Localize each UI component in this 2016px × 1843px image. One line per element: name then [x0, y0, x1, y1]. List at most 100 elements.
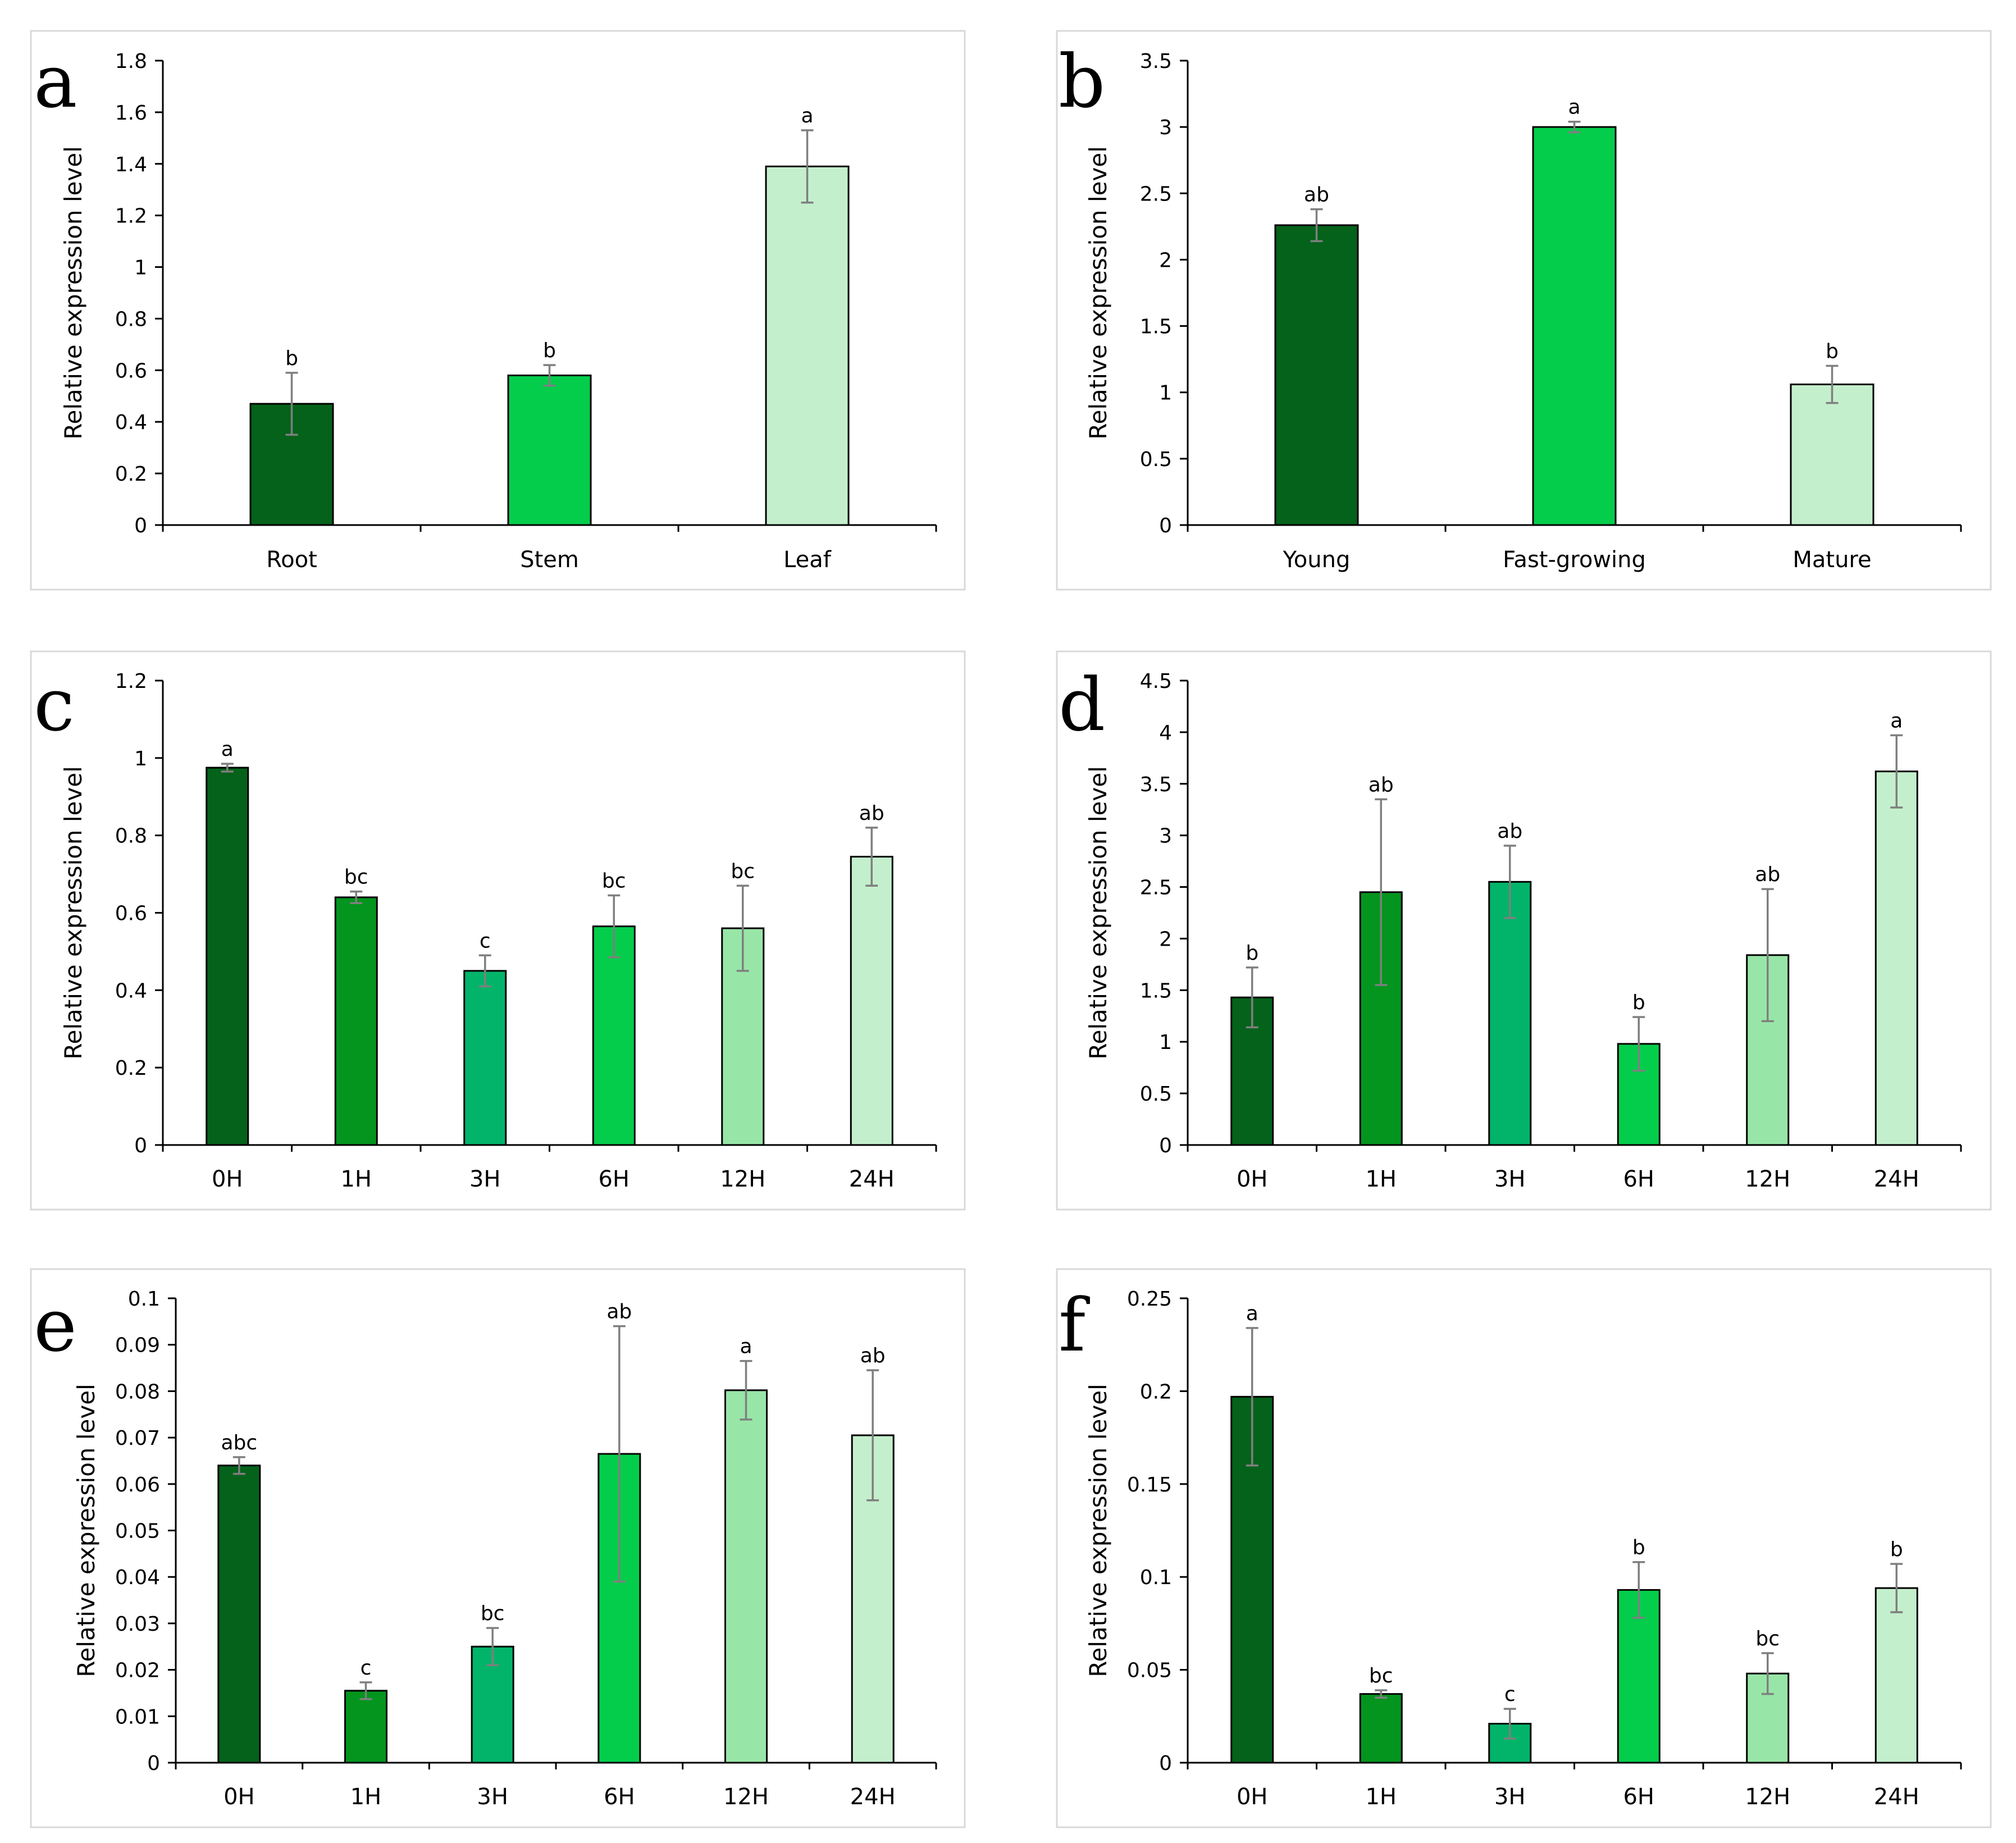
significance-label: bc [731, 860, 755, 883]
significance-label: a [1246, 1302, 1258, 1325]
y-tick-label: 0.06 [115, 1474, 160, 1497]
y-tick-label: 3.5 [1140, 50, 1172, 73]
bar-3h [463, 970, 507, 1146]
error-bar [1375, 1689, 1388, 1699]
bar-12h [1746, 1672, 1790, 1764]
x-category-label: 6H [1623, 1166, 1654, 1192]
y-tick-label: 1.2 [115, 205, 147, 228]
error-bar [608, 894, 621, 959]
significance-label: c [480, 929, 491, 952]
significance-label: ab [1304, 184, 1329, 207]
significance-label: a [740, 1335, 752, 1358]
error-bar [866, 1369, 879, 1502]
x-category-label: 3H [1494, 1166, 1526, 1192]
panel-letter: a [34, 39, 77, 124]
significance-label: ab [859, 802, 884, 825]
y-tick-label: 0.2 [1140, 1380, 1172, 1403]
significance-label: b [285, 347, 298, 370]
error-bar [1375, 798, 1388, 986]
bar-0h [206, 767, 249, 1146]
y-tick-label: 0 [1159, 1134, 1172, 1157]
x-category-label: 12H [723, 1784, 769, 1810]
chart-panel-b: b 0 0.5 1 1.5 2 2.5 3 3.5 Relative expression lev… [1056, 30, 1992, 591]
panel-letter: f [1059, 1283, 1090, 1368]
y-axis-label: Relative expression level [60, 146, 87, 440]
significance-label: ab [606, 1301, 632, 1324]
x-category-label: 24H [849, 1166, 895, 1192]
x-category-label: Stem [520, 547, 579, 573]
y-tick-label: 1.4 [115, 153, 147, 176]
significance-label: ab [1369, 773, 1394, 796]
bar-24h [1874, 770, 1918, 1146]
y-tick-label: 0.02 [115, 1659, 160, 1682]
y-tick-label: 0 [1159, 514, 1172, 537]
significance-label: b [1632, 991, 1645, 1014]
x-category-label: 1H [1365, 1166, 1397, 1192]
error-bar [865, 827, 878, 887]
y-tick-label: 0.8 [115, 308, 147, 331]
x-category-label: 3H [469, 1166, 501, 1192]
y-tick-label: 0 [1159, 1752, 1172, 1775]
x-category-label: 0H [1237, 1784, 1268, 1810]
y-tick-label: 0 [147, 1752, 160, 1775]
y-tick-label: 3 [1159, 116, 1172, 139]
x-category-label: Mature [1792, 547, 1871, 573]
bar-1h [344, 1690, 387, 1764]
x-category-label: 1H [350, 1784, 382, 1810]
y-tick-label: 0.4 [115, 411, 147, 434]
bar-3h [1488, 881, 1532, 1146]
y-tick-label: 0.4 [115, 979, 147, 1002]
significance-label: ab [1497, 820, 1522, 843]
chart-panel-a: a 0 0.2 0.4 0.6 0.8 1 1.2 1.4 1.6 1.8 Relative expr… [30, 30, 966, 591]
error-bar [1246, 1327, 1258, 1467]
significance-label: ab [1755, 863, 1780, 886]
x-category-label: 3H [477, 1784, 508, 1810]
y-tick-label: 3.5 [1140, 773, 1172, 796]
y-tick-label: 0.04 [115, 1566, 160, 1589]
x-category-label: 6H [598, 1166, 630, 1192]
error-bar [1246, 966, 1258, 1029]
y-tick-label: 0.25 [1127, 1288, 1172, 1311]
error-bar [1826, 364, 1839, 404]
x-category-label: 0H [1237, 1166, 1268, 1192]
panel-letter: c [34, 662, 75, 747]
error-bar [285, 372, 298, 436]
x-category-label: 24H [1874, 1784, 1919, 1810]
significance-label: a [1890, 709, 1903, 732]
y-tick-label: 2.5 [1140, 877, 1172, 900]
y-tick-label: 0.08 [115, 1380, 160, 1403]
y-axis-label: Relative expression level [1084, 146, 1112, 440]
y-tick-label: 0 [134, 514, 147, 537]
error-bar [736, 884, 749, 972]
y-tick-label: 0.6 [115, 902, 147, 925]
x-category-label: 1H [340, 1166, 372, 1192]
y-axis-label: Relative expression level [1084, 766, 1112, 1060]
significance-label: bc [602, 869, 626, 892]
significance-label: b [1632, 1536, 1645, 1559]
error-bar [801, 129, 814, 204]
x-category-label: 3H [1494, 1784, 1526, 1810]
error-bar [1503, 1708, 1516, 1740]
y-tick-label: 0.01 [115, 1705, 160, 1728]
significance-label: b [1246, 942, 1258, 965]
x-category-label: 0H [212, 1166, 243, 1192]
significance-label: c [361, 1657, 372, 1680]
bar-fast-growing [1532, 126, 1617, 526]
y-tick-label: 1 [134, 257, 147, 280]
significance-label: a [1568, 96, 1580, 119]
error-bar [232, 1456, 245, 1475]
y-tick-label: 2.5 [1140, 183, 1172, 206]
significance-label: ab [860, 1344, 886, 1367]
significance-label: b [543, 339, 556, 362]
y-tick-label: 1.5 [1140, 316, 1172, 339]
chart-panel-d: d 0 0.5 1 1.5 2 2.5 3 3.5 4 4.5 Relative expression… [1056, 650, 1992, 1211]
error-bar [1761, 888, 1774, 1023]
bar-6h [592, 925, 636, 1146]
x-category-label: 6H [1623, 1784, 1654, 1810]
y-tick-label: 1 [134, 747, 147, 770]
x-category-label: Fast-growing [1503, 547, 1646, 573]
y-tick-label: 0.1 [1140, 1566, 1172, 1589]
x-category-label: 12H [1745, 1784, 1790, 1810]
x-category-label: 0H [224, 1784, 255, 1810]
panel-letter: b [1059, 39, 1105, 124]
